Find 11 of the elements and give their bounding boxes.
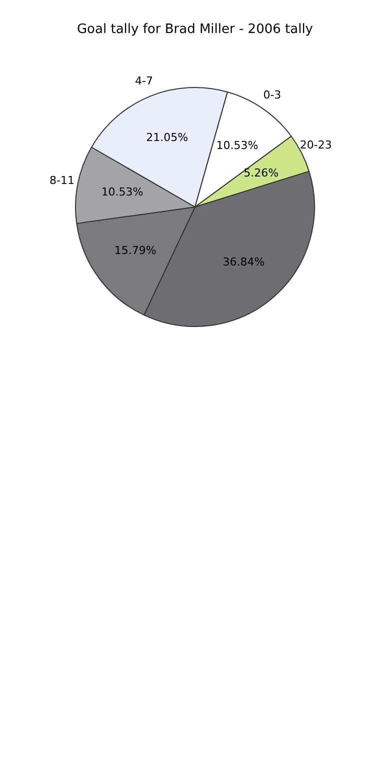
slice-label: 20-23 [300, 138, 332, 152]
data-label: 5.26% [244, 166, 279, 180]
data-label: 15.79% [114, 244, 156, 257]
data-label: 10.53% [101, 186, 144, 199]
data-label: 10.53% [216, 138, 258, 152]
slice-label: 0-3 [263, 88, 282, 102]
data-label: 36.84% [222, 256, 265, 269]
slice-label: 4-7 [135, 74, 153, 88]
data-label: 21.05% [146, 131, 188, 144]
slice-label: 8-11 [50, 174, 74, 187]
chart-title: Goal tally for Brad Miller - 2006 tally [76, 22, 314, 39]
